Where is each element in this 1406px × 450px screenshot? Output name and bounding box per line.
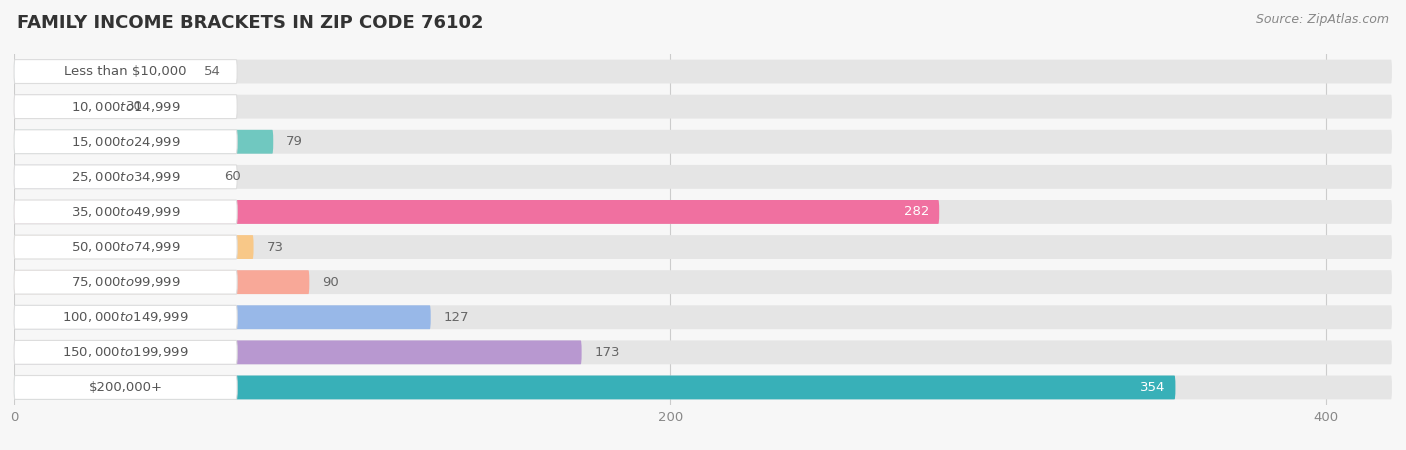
FancyBboxPatch shape — [14, 375, 1392, 400]
Text: 127: 127 — [444, 311, 470, 324]
FancyBboxPatch shape — [14, 270, 238, 294]
Text: 90: 90 — [322, 276, 339, 288]
Text: Source: ZipAtlas.com: Source: ZipAtlas.com — [1256, 14, 1389, 27]
Text: 79: 79 — [287, 135, 304, 148]
FancyBboxPatch shape — [14, 59, 1392, 84]
FancyBboxPatch shape — [14, 235, 1392, 259]
Text: $10,000 to $14,999: $10,000 to $14,999 — [70, 99, 180, 114]
Text: 354: 354 — [1140, 381, 1166, 394]
FancyBboxPatch shape — [14, 59, 191, 84]
FancyBboxPatch shape — [14, 340, 1392, 364]
Text: 282: 282 — [904, 206, 929, 218]
Text: 173: 173 — [595, 346, 620, 359]
FancyBboxPatch shape — [14, 165, 238, 189]
Text: $50,000 to $74,999: $50,000 to $74,999 — [70, 240, 180, 254]
FancyBboxPatch shape — [14, 305, 238, 329]
Text: $150,000 to $199,999: $150,000 to $199,999 — [62, 345, 188, 360]
Text: $15,000 to $24,999: $15,000 to $24,999 — [70, 135, 180, 149]
FancyBboxPatch shape — [14, 200, 1392, 224]
Text: $25,000 to $34,999: $25,000 to $34,999 — [70, 170, 180, 184]
FancyBboxPatch shape — [14, 340, 238, 364]
Text: $75,000 to $99,999: $75,000 to $99,999 — [70, 275, 180, 289]
FancyBboxPatch shape — [14, 165, 1392, 189]
Text: 73: 73 — [267, 241, 284, 253]
FancyBboxPatch shape — [14, 59, 238, 84]
Text: 60: 60 — [224, 171, 240, 183]
Text: $200,000+: $200,000+ — [89, 381, 163, 394]
FancyBboxPatch shape — [14, 130, 273, 154]
FancyBboxPatch shape — [14, 200, 939, 224]
FancyBboxPatch shape — [14, 165, 211, 189]
Text: $35,000 to $49,999: $35,000 to $49,999 — [70, 205, 180, 219]
FancyBboxPatch shape — [14, 305, 430, 329]
FancyBboxPatch shape — [14, 340, 582, 364]
FancyBboxPatch shape — [14, 270, 1392, 294]
FancyBboxPatch shape — [14, 305, 1392, 329]
Text: 30: 30 — [125, 100, 142, 113]
FancyBboxPatch shape — [14, 375, 238, 400]
Text: 54: 54 — [204, 65, 221, 78]
FancyBboxPatch shape — [14, 235, 238, 259]
FancyBboxPatch shape — [14, 200, 238, 224]
Text: Less than $10,000: Less than $10,000 — [65, 65, 187, 78]
FancyBboxPatch shape — [14, 235, 253, 259]
FancyBboxPatch shape — [14, 130, 1392, 154]
FancyBboxPatch shape — [14, 375, 1175, 400]
Text: $100,000 to $149,999: $100,000 to $149,999 — [62, 310, 188, 324]
FancyBboxPatch shape — [14, 270, 309, 294]
FancyBboxPatch shape — [14, 94, 112, 119]
FancyBboxPatch shape — [14, 94, 1392, 119]
Text: FAMILY INCOME BRACKETS IN ZIP CODE 76102: FAMILY INCOME BRACKETS IN ZIP CODE 76102 — [17, 14, 484, 32]
FancyBboxPatch shape — [14, 94, 238, 119]
FancyBboxPatch shape — [14, 130, 238, 154]
